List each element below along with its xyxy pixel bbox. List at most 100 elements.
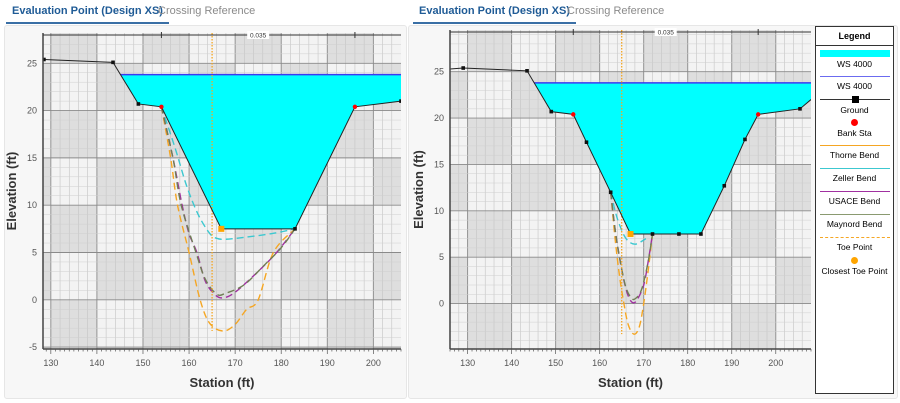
- legend-item: Zeller Bend: [816, 161, 893, 184]
- x-tick-label: 160: [592, 358, 607, 368]
- ground-point: [650, 232, 655, 236]
- grid-block: [327, 299, 374, 348]
- grid-block: [96, 205, 143, 253]
- grid-block: [142, 252, 190, 300]
- grid-block: [450, 210, 468, 258]
- grid-block: [599, 303, 644, 349]
- grid-block: [555, 30, 600, 72]
- grid-block: [467, 30, 512, 72]
- curve-zeller-bend: [610, 192, 647, 245]
- curve-thorne-bend: [160, 106, 296, 332]
- right-chart-panel: 0.035 130 140 150 160 170 180 190 200 0 5 10 15 20 25 S…: [408, 25, 898, 399]
- left-chart-panel: 0.035 130 140 150 160 170 180 190 200 -5 0 5 10 15 20 2…: [4, 25, 407, 399]
- grid-block: [281, 299, 328, 348]
- grid-block: [142, 347, 190, 349]
- ground-point: [699, 232, 703, 236]
- ground-point: [722, 183, 727, 188]
- grid-block: [687, 257, 732, 304]
- tab-crossing-reference-left[interactable]: Crossing Reference: [158, 5, 256, 17]
- ground-point: [798, 107, 802, 111]
- y-tick-label: 20: [434, 113, 444, 123]
- grid-block: [775, 164, 811, 211]
- left-cross-section-chart: 0.035 130 140 150 160 170 180 190 200 -5 0 5 10 15 20 2…: [4, 31, 402, 390]
- legend-item: Bank Sta: [816, 115, 893, 138]
- curve-maynord-bend: [609, 192, 654, 301]
- grid-block: [50, 299, 97, 348]
- x-tick-label: 160: [182, 358, 197, 368]
- legend-item: Maynord Bend: [816, 207, 893, 230]
- legend-item-label: Toe Point: [836, 242, 873, 252]
- tab-evaluation-point-right[interactable]: Evaluation Point (Design XS): [413, 5, 576, 24]
- y-tick-label: 15: [27, 153, 37, 163]
- legend-item: WS 4000: [816, 69, 893, 92]
- x-tick-label: 200: [768, 358, 783, 368]
- x-tick-label: 190: [320, 358, 335, 368]
- ground-swatch-icon: [819, 96, 890, 103]
- grid-block: [43, 252, 51, 300]
- grid-block: [373, 205, 401, 253]
- x-tick-label: 170: [636, 358, 651, 368]
- grid-block: [235, 299, 282, 348]
- grid-block: [467, 257, 512, 304]
- grid-block: [43, 157, 51, 206]
- grid-block: [775, 257, 811, 304]
- grid-block: [467, 164, 512, 211]
- line-swatch-icon: [819, 191, 890, 192]
- legend-item-label: Ground: [840, 105, 869, 115]
- grid-block: [43, 299, 51, 348]
- grid-block: [450, 71, 468, 119]
- grid-block: [50, 205, 97, 253]
- grid-block: [96, 347, 143, 349]
- grid-block: [327, 347, 374, 349]
- manning-label-bg: [247, 31, 270, 39]
- y-tick-label: 0: [32, 295, 37, 305]
- grid-block: [555, 210, 600, 258]
- line-swatch-icon: [819, 168, 890, 169]
- x-tick-label: 130: [460, 358, 475, 368]
- y-tick-label: 20: [27, 106, 37, 116]
- grid-block: [511, 30, 556, 72]
- grid-block: [467, 118, 512, 165]
- tab-evaluation-point-left[interactable]: Evaluation Point (Design XS): [6, 5, 169, 24]
- x-axis-title: Station (ft): [190, 375, 255, 390]
- grid-block: [687, 30, 732, 72]
- grid-block: [142, 299, 190, 348]
- legend-item-label: WS 4000: [837, 81, 872, 91]
- grid-block: [43, 205, 51, 253]
- ground-line: [43, 58, 401, 230]
- line-swatch-icon: [819, 76, 890, 77]
- grid-block: [327, 33, 374, 64]
- y-axis-title: Elevation (ft): [5, 152, 19, 231]
- grid-block: [96, 33, 143, 64]
- plot-area: [450, 30, 811, 349]
- curve-thorne-bend: [609, 192, 654, 335]
- grid-block: [50, 110, 97, 158]
- grid-block: [555, 257, 600, 304]
- bank-station-marker: [755, 112, 761, 117]
- line-swatch-icon: [819, 145, 890, 146]
- grid-block: [687, 303, 732, 349]
- x-tick-label: 130: [43, 358, 58, 368]
- legend-item-label: Thorne Bend: [829, 150, 880, 160]
- y-tick-label: 15: [434, 159, 444, 169]
- grid-block: [50, 33, 97, 64]
- marker-swatch-icon: [851, 119, 858, 126]
- y-tick-label: 25: [434, 67, 444, 77]
- grid-block: [43, 33, 51, 64]
- grid-block: [373, 157, 401, 206]
- manning-label-bg: [654, 28, 677, 36]
- marker-swatch-icon: [851, 257, 858, 264]
- grid-block: [643, 257, 688, 304]
- legend-item-label: Zeller Bend: [832, 173, 877, 183]
- manning-n-label: 0.035: [250, 33, 267, 40]
- grid-block: [50, 252, 97, 300]
- ground-point: [584, 140, 589, 145]
- line-swatch-icon: [819, 214, 890, 215]
- bank-station-marker: [571, 112, 576, 117]
- manning-n-label: 0.035: [658, 30, 675, 37]
- ground-line: [450, 67, 811, 235]
- ground-point: [743, 137, 747, 142]
- closest-toe-point: [627, 231, 634, 238]
- grid-block: [555, 164, 600, 211]
- tab-crossing-reference-right[interactable]: Crossing Reference: [567, 5, 665, 17]
